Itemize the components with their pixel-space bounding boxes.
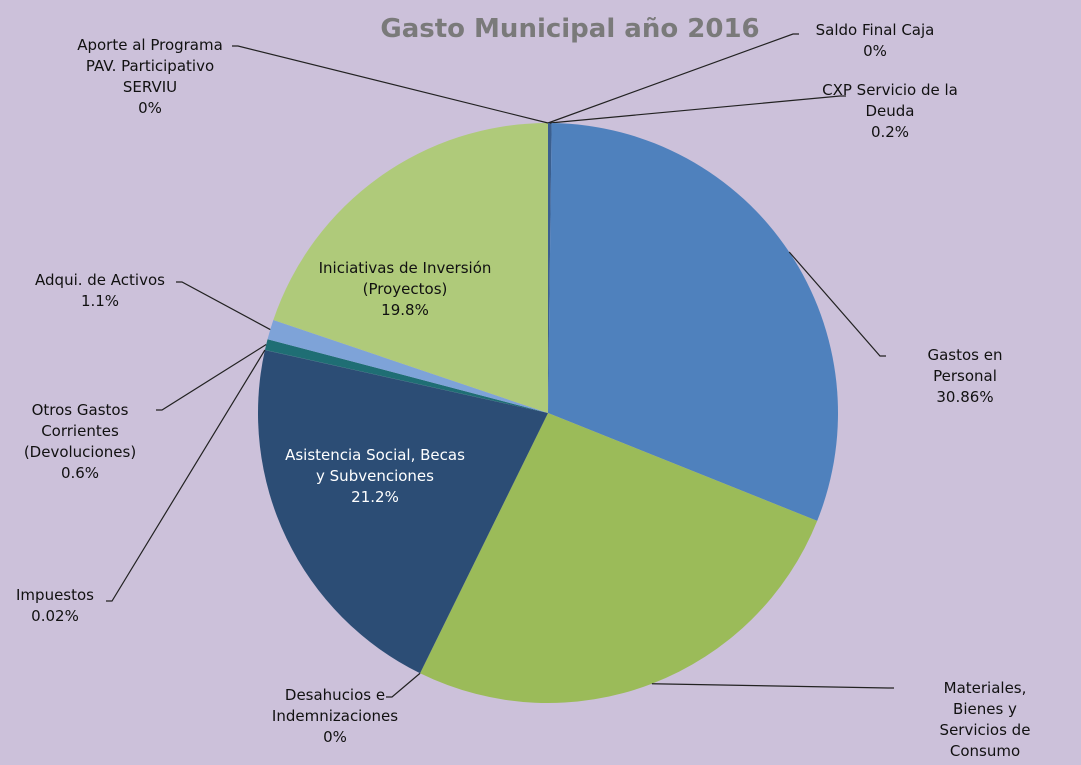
pie-slice [420,413,818,703]
label-value: 21.2% [351,488,399,506]
label-value: 30.86% [936,388,994,406]
pie-slice [548,123,838,521]
leader-line [549,95,846,124]
leader-line [386,672,421,698]
data-label: Iniciativas de Inversión (Proyectos) 19.8… [319,258,492,321]
data-label: Materiales, Bienes y Servicios de Consum… [937,678,1033,765]
data-label: Impuestos 0.02% [16,585,94,627]
label-name: Asistencia Social, Becas y Subvenciones [285,446,465,485]
label-name: Impuestos [16,586,94,604]
leader-line [547,33,799,124]
leader-line [788,251,886,357]
label-value: 0.02% [31,607,79,625]
leader-line [176,281,271,331]
label-value: 0% [863,42,887,60]
leader-line [156,343,267,411]
label-value: 26.2% [937,762,1033,765]
label-value: 19.8% [381,301,429,319]
leader-line [651,683,894,689]
label-value: 0.6% [60,464,100,482]
label-name: Adqui. de Activos [35,271,165,289]
pie-slice [258,350,548,674]
data-label: CXP Servicio de la Deuda 0.2% [822,80,958,143]
label-name: Aporte al Programa PAV. Participativo SE… [77,36,223,96]
label-name: Otros Gastos Corrientes (Devoluciones) [23,401,137,461]
data-label: Desahucios e Indemnizaciones 0% [272,685,398,748]
label-value: 0% [138,99,162,117]
pie-slice [264,339,548,413]
label-name: Iniciativas de Inversión (Proyectos) [318,259,492,298]
chart-title: Gasto Municipal año 2016 [380,14,760,44]
data-label: Adqui. de Activos 1.1% [35,270,165,312]
label-value: 1.1% [80,292,120,310]
data-label: Otros Gastos Corrientes (Devoluciones) 0.… [24,400,136,484]
data-label: Gastos en Personal 30.86% [907,345,1023,408]
label-name: Gastos en Personal [927,346,1003,385]
label-name: Saldo Final Caja [815,21,935,39]
pie-slice [548,123,552,413]
data-label: Saldo Final Caja 0% [816,20,935,62]
pie-slice [264,349,548,413]
leader-line [232,45,549,124]
pie-slice [267,319,548,413]
label-value: 0.2% [870,123,910,141]
label-name: Materiales, Bienes y Servicios de Consum… [939,679,1031,760]
label-name: CXP Servicio de la Deuda [822,81,958,120]
label-name: Desahucios e Indemnizaciones [271,686,399,725]
data-label: Asistencia Social, Becas y Subvenciones 2… [285,445,465,508]
data-label: Aporte al Programa PAV. Participativo SE… [77,35,223,119]
label-value: 0% [323,728,347,746]
pie-slice [273,123,548,413]
leader-line [106,349,266,602]
